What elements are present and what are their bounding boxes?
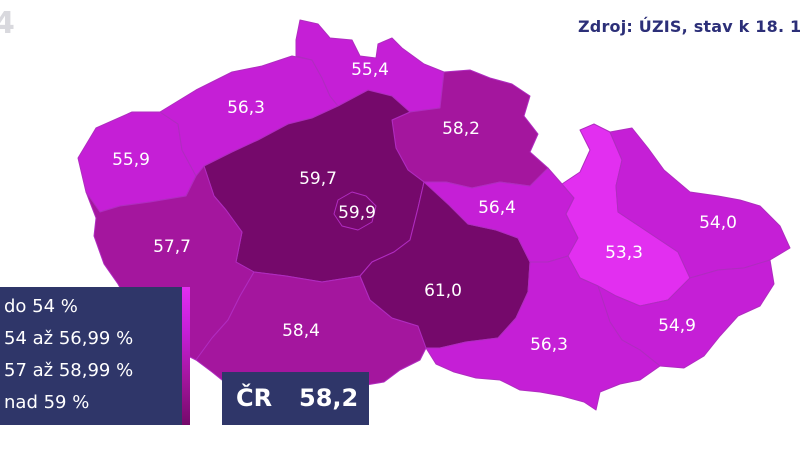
total-value: 58,2 [299, 384, 359, 412]
region-praha[interactable] [333, 191, 377, 231]
national-total-panel: ČR 58,2 [222, 372, 369, 425]
legend-panel: do 54 % 54 až 56,99 % 57 až 58,99 % nad … [0, 287, 190, 425]
region-value-karlovarsky: 55,9 [112, 150, 150, 170]
region-value-moravskoslezsky: 54,0 [699, 213, 737, 233]
region-value-plzensky: 57,7 [153, 237, 191, 257]
channel-logo: 4 [0, 6, 15, 41]
region-value-olomoucky: 53,3 [605, 243, 643, 263]
region-value-ustecky: 56,3 [227, 98, 265, 118]
region-value-zlinsky: 54,9 [658, 316, 696, 336]
region-labels: 55,9 56,3 55,4 58,2 59,759,9 57,7 58,4 61,0 56,4… [112, 60, 737, 355]
region-value-jihocesky: 58,4 [282, 321, 320, 341]
region-value-kralovehradecky: 58,2 [442, 119, 480, 139]
legend-color-bar [182, 287, 190, 425]
legend-item: 57 až 58,99 % [4, 360, 134, 381]
region-jihomoravsky[interactable] [425, 255, 661, 411]
legend-item: do 54 % [4, 296, 78, 317]
region-value-pardubicky: 56,4 [478, 198, 516, 218]
region-value-jihomoravsky: 56,3 [530, 335, 568, 355]
region-moravskoslezsky[interactable] [609, 127, 791, 279]
legend-item: 54 až 56,99 % [4, 328, 134, 349]
total-label: ČR [236, 384, 273, 412]
region-value-praha: 59,9 [338, 203, 376, 223]
source-caption: Zdroj: ÚZIS, stav k 18. 1 [578, 17, 800, 36]
region-value-stredocesky: 59,7 [299, 169, 337, 189]
region-value-vysocina: 61,0 [424, 281, 462, 301]
region-value-liberecky: 55,4 [351, 60, 389, 80]
region-liberecky[interactable] [295, 19, 445, 113]
legend-item: nad 59 % [4, 392, 90, 413]
